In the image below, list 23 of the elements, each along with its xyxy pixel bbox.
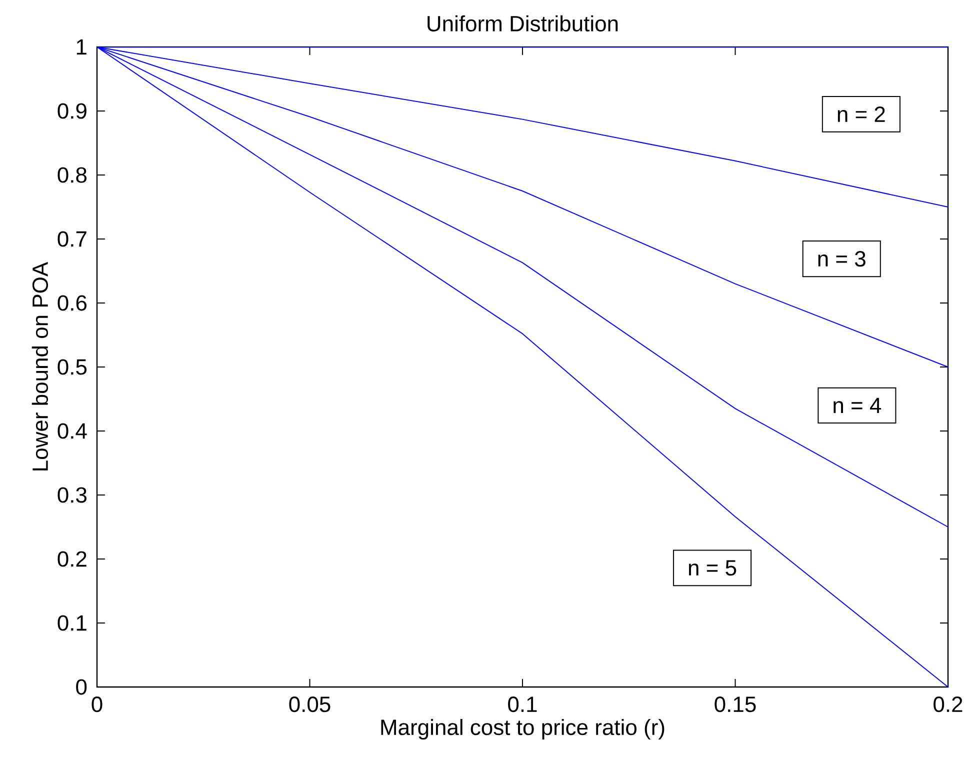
x-tick-label: 0.1 [508,696,537,712]
annotation: n = 4 [834,398,882,413]
annotation: n = 3 [818,251,866,267]
x-axis-title: Marginal cost to price ratio (r) [381,718,664,740]
y-tick-label: 1 [76,39,86,55]
y-tick-label: 0.3 [58,487,86,503]
chart-title: Uniform Distribution [428,15,618,32]
y-tick-label: 0 [76,679,87,695]
y-tick-label: 0.5 [58,359,87,375]
x-tick-label: 0 [92,696,102,712]
y-tick-label: 0.2 [58,551,86,567]
annotation: n = 5 [688,560,736,576]
y-tick-label: 0.4 [58,423,87,439]
x-tick-label: 0.2 [934,696,962,712]
y-axis-title: Lower bound on POA [32,262,48,470]
y-tick-label: 0.8 [58,167,87,183]
x-tick-label: 0.15 [714,696,756,712]
annotation: n = 2 [838,106,885,122]
y-tick-label: 0.1 [58,615,86,631]
y-tick-label: 0.6 [58,295,86,311]
x-tick-label: 0.05 [289,696,330,712]
y-tick-label: 0.9 [58,103,86,119]
y-tick-label: 0.7 [58,231,86,247]
